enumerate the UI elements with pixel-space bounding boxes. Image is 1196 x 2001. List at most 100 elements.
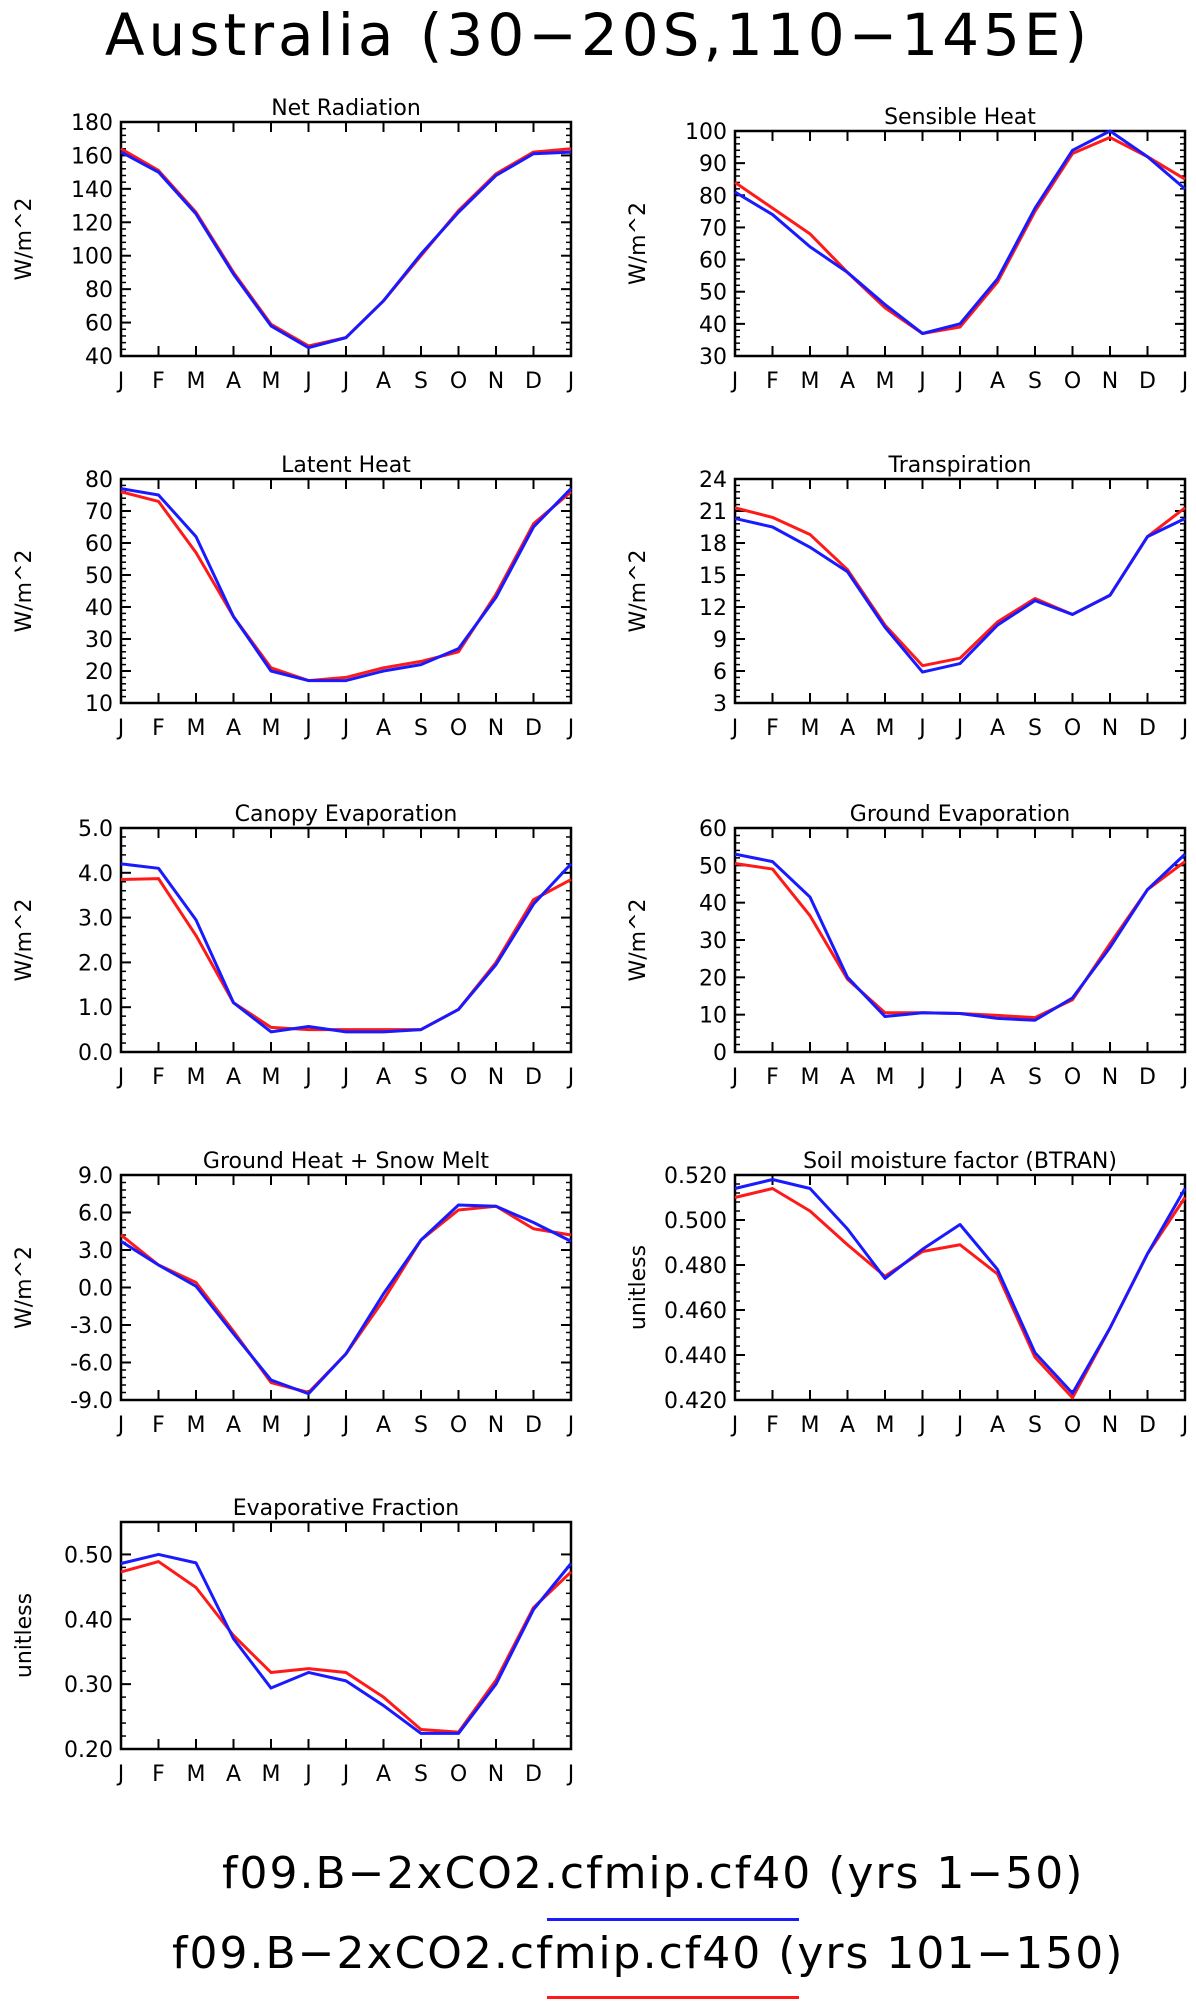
x-tick-label-7-5: J (917, 1413, 926, 1438)
x-tick-label-4-0: J (116, 1065, 125, 1090)
series-line-5-0 (734, 852, 1187, 1022)
x-tick-label-7-10: N (1102, 1413, 1118, 1438)
x-tick-label-0-11: D (525, 369, 542, 394)
x-tick-label-6-4: M (262, 1413, 281, 1438)
x-tick-label-0-9: O (450, 369, 467, 394)
x-tick-label-4-7: A (376, 1065, 391, 1090)
y-tick-label-0-1: 60 (85, 312, 113, 337)
x-tick-label-0-1: F (152, 369, 165, 394)
y-axis-label-1: W/m^2 (626, 202, 651, 285)
series-line-6-1 (120, 1204, 572, 1394)
x-tick-label-7-11: D (1139, 1413, 1156, 1438)
x-tick-label-1-0: J (730, 369, 739, 394)
y-tick-label-0-6: 160 (71, 144, 113, 169)
y-tick-label-3-6: 21 (699, 500, 727, 525)
y-tick-label-4-2: 2.0 (78, 951, 113, 976)
x-tick-label-8-7: A (376, 1762, 391, 1787)
x-tick-label-5-8: S (1028, 1065, 1042, 1090)
chart-title-4: Canopy Evaporation (235, 802, 458, 827)
y-axis-label-8: unitless (12, 1593, 37, 1678)
x-tick-label-1-5: J (917, 369, 926, 394)
y-axis-label-5: W/m^2 (626, 898, 651, 981)
x-tick-label-0-4: M (262, 369, 281, 394)
y-tick-label-0-0: 40 (85, 345, 113, 370)
x-tick-label-2-3: A (226, 716, 241, 741)
y-tick-label-0-5: 140 (71, 178, 113, 203)
x-tick-label-2-11: D (525, 716, 542, 741)
chart-title-1: Sensible Heat (884, 105, 1036, 130)
x-tick-label-0-6: J (341, 369, 350, 394)
y-tick-label-4-1: 1.0 (78, 996, 113, 1021)
y-tick-label-6-2: -3.0 (70, 1314, 113, 1339)
y-tick-label-3-3: 12 (699, 596, 727, 621)
x-tick-label-3-1: F (766, 716, 779, 741)
x-tick-label-5-12: J (1180, 1065, 1189, 1090)
plot-frame-3 (733, 477, 1187, 705)
y-tick-label-8-2: 0.40 (64, 1608, 113, 1633)
y-tick-label-2-0: 10 (85, 692, 113, 717)
y-tick-label-6-4: 3.0 (78, 1239, 113, 1264)
x-tick-label-5-1: F (766, 1065, 779, 1090)
x-tick-label-7-7: A (990, 1413, 1005, 1438)
x-tick-label-2-4: M (262, 716, 281, 741)
chart-title-5: Ground Evaporation (850, 802, 1070, 827)
chart-title-6: Ground Heat + Snow Melt (203, 1149, 490, 1174)
y-tick-label-0-3: 100 (71, 245, 113, 270)
y-tick-label-7-5: 0.520 (664, 1164, 727, 1189)
series-line-1-1 (734, 135, 1186, 335)
x-tick-label-3-9: O (1064, 716, 1081, 741)
y-tick-label-4-4: 4.0 (78, 862, 113, 887)
series-line-2-0 (120, 487, 573, 683)
x-tick-label-2-0: J (116, 716, 125, 741)
y-tick-label-3-4: 15 (699, 564, 727, 589)
y-tick-label-1-1: 40 (699, 313, 727, 338)
series-line-3-0 (734, 517, 1186, 674)
legend-label-1: f09.B−2xCO2.cfmip.cf40 (yrs 101−150) (172, 1928, 1125, 1979)
legend-swatch-0 (547, 1918, 799, 1921)
x-tick-label-0-2: M (187, 369, 206, 394)
x-tick-label-3-7: A (990, 716, 1005, 741)
x-tick-label-7-12: J (1180, 1413, 1189, 1438)
x-tick-label-8-9: O (450, 1762, 467, 1787)
x-tick-label-1-9: O (1064, 369, 1081, 394)
y-axis-label-7: unitless (626, 1245, 651, 1330)
y-tick-label-7-3: 0.480 (664, 1254, 727, 1279)
x-tick-label-8-1: F (152, 1762, 165, 1787)
y-tick-label-6-0: -9.0 (70, 1389, 113, 1414)
x-tick-label-8-4: M (262, 1762, 281, 1787)
y-tick-label-7-2: 0.460 (664, 1299, 727, 1324)
y-tick-label-2-7: 80 (85, 468, 113, 493)
legend-swatch-1 (547, 1996, 799, 1999)
y-tick-label-3-7: 24 (699, 468, 727, 493)
x-tick-label-5-11: D (1139, 1065, 1156, 1090)
y-tick-label-2-6: 70 (85, 500, 113, 525)
series-line-8-1 (120, 1560, 573, 1734)
x-tick-label-7-1: F (766, 1413, 779, 1438)
x-tick-label-4-6: J (341, 1065, 350, 1090)
x-tick-label-5-7: A (990, 1065, 1005, 1090)
x-tick-label-4-11: D (525, 1065, 542, 1090)
series-line-0-1 (120, 147, 572, 348)
x-tick-label-1-2: M (801, 369, 820, 394)
y-tick-label-8-0: 0.20 (64, 1738, 113, 1763)
y-tick-label-5-0: 0 (713, 1041, 727, 1066)
x-tick-label-6-12: J (566, 1413, 575, 1438)
x-tick-label-0-8: S (414, 369, 428, 394)
y-tick-label-7-4: 0.500 (664, 1209, 727, 1234)
y-tick-label-1-7: 100 (685, 120, 727, 145)
x-tick-label-4-4: M (262, 1065, 281, 1090)
y-axis-label-3: W/m^2 (626, 549, 651, 632)
x-tick-label-3-5: J (917, 716, 926, 741)
series-line-7-1 (734, 1187, 1187, 1400)
x-tick-label-5-2: M (801, 1065, 820, 1090)
y-tick-label-3-5: 18 (699, 532, 727, 557)
y-axis-label-0: W/m^2 (12, 197, 37, 280)
y-tick-label-7-0: 0.420 (664, 1389, 727, 1414)
x-tick-label-0-7: A (376, 369, 391, 394)
x-tick-label-0-10: N (488, 369, 504, 394)
y-tick-label-1-0: 30 (699, 345, 727, 370)
x-tick-label-4-12: J (566, 1065, 575, 1090)
y-tick-label-5-1: 10 (699, 1004, 727, 1029)
plot-frame-8 (119, 1520, 573, 1751)
y-tick-label-6-1: -6.0 (70, 1352, 113, 1377)
